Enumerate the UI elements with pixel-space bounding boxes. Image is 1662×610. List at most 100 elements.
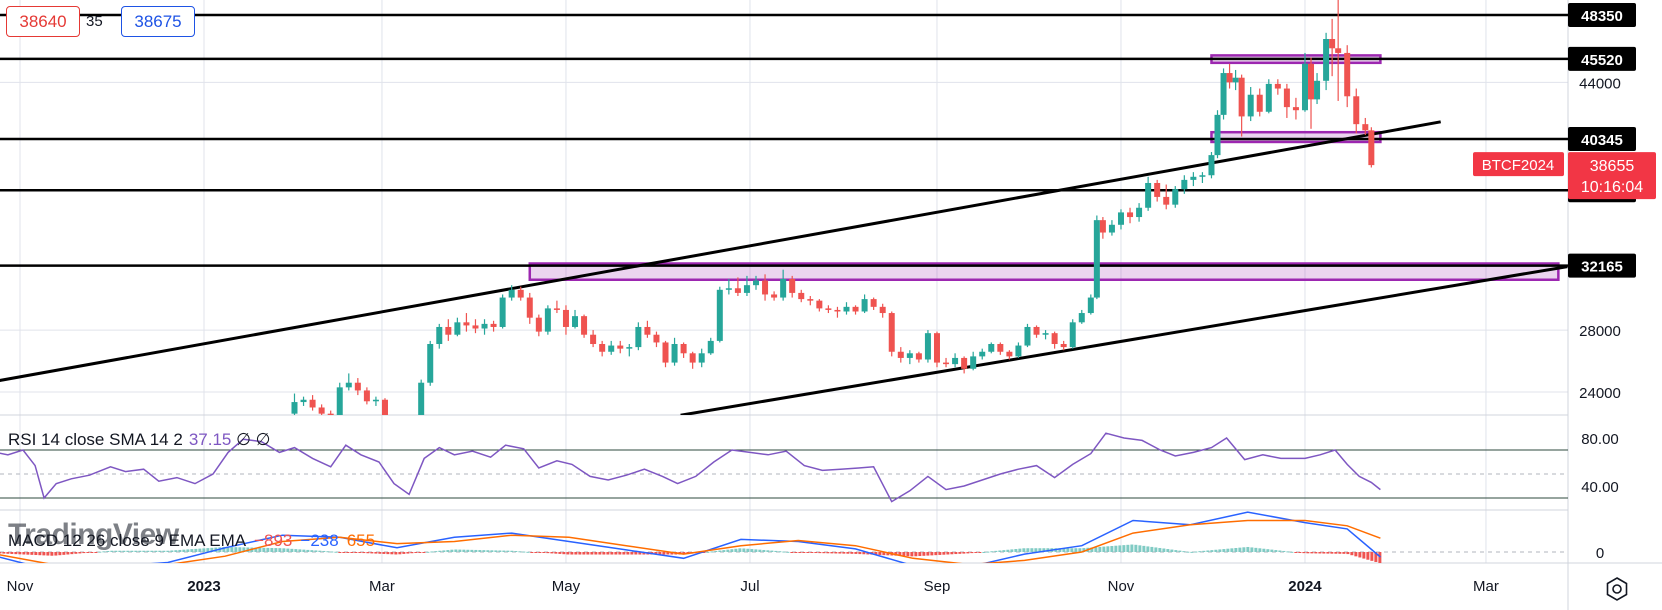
macd-histogram-bar	[134, 550, 138, 552]
macd-histogram-bar	[442, 550, 446, 552]
candle-body	[1292, 107, 1299, 111]
macd-histogram-bar	[1198, 551, 1202, 553]
macd-legend[interactable]: MACD 12 26 close 9 EMA EMA −893 −238 655	[8, 531, 375, 551]
macd-histogram-bar	[142, 550, 146, 552]
macd-histogram-bar	[914, 552, 918, 557]
ask-price-box[interactable]: 38675	[121, 6, 195, 37]
candle-body	[463, 322, 470, 326]
candle-body	[617, 345, 624, 349]
macd-histogram-bar	[94, 552, 98, 553]
candle-body	[608, 345, 615, 352]
candle-body	[924, 333, 931, 360]
macd-histogram-bar	[586, 552, 590, 555]
candle-body	[861, 299, 868, 312]
macd-histogram-bar	[826, 552, 830, 554]
rsi-pane[interactable]	[0, 432, 1568, 503]
macd-histogram-bar	[1298, 552, 1302, 553]
macd-histogram-bar	[882, 552, 886, 556]
macd-histogram-bar	[242, 547, 246, 552]
macd-histogram-bar	[738, 548, 742, 552]
macd-histogram-bar	[1270, 549, 1274, 552]
macd-histogram-bar	[1182, 551, 1186, 553]
macd-histogram-bar	[1302, 552, 1306, 554]
macd-histogram-bar	[610, 552, 614, 555]
price-tick-label: 24000	[1579, 385, 1621, 402]
candle-body	[961, 357, 968, 369]
macd-histogram-bar	[718, 550, 722, 552]
macd-histogram-bar	[1350, 552, 1354, 556]
candle-body	[1353, 96, 1360, 125]
candle-body	[879, 306, 886, 314]
macd-histogram-bar	[1070, 548, 1074, 552]
macd-histogram-bar	[1214, 549, 1218, 552]
macd-histogram-bar	[554, 552, 558, 554]
macd-histogram-bar	[1234, 547, 1238, 552]
macd-histogram-bar	[1334, 552, 1338, 554]
macd-histogram-bar	[1074, 548, 1078, 552]
macd-histogram-bar	[66, 552, 70, 555]
candle-body	[1033, 326, 1040, 335]
macd-histogram-bar	[410, 552, 414, 554]
macd-histogram-bar	[194, 548, 198, 552]
macd-histogram-bar	[902, 552, 906, 557]
candle-body	[1060, 344, 1067, 348]
macd-histogram-bar	[122, 550, 126, 552]
macd-histogram-bar	[822, 552, 826, 554]
macd-histogram-bar	[498, 550, 502, 552]
macd-histogram-bar	[666, 552, 670, 555]
tradingview-watermark: TradingView	[8, 518, 179, 551]
candle-body	[1226, 73, 1233, 83]
bid-price-box[interactable]: 38640	[6, 6, 80, 37]
macd-histogram-bar	[818, 552, 822, 554]
level-price-tag	[1568, 3, 1636, 27]
candle-body	[1238, 77, 1245, 117]
macd-histogram-bar	[958, 552, 962, 554]
price-pane[interactable]	[0, 0, 1568, 459]
macd-histogram-bar	[566, 552, 570, 555]
macd-histogram-bar	[402, 552, 406, 554]
candle-body	[327, 413, 334, 415]
macd-histogram-bar	[58, 552, 62, 556]
candle-body	[952, 357, 959, 365]
time-tick-label: May	[552, 578, 581, 595]
macd-histogram-bar	[758, 549, 762, 552]
macd-histogram-bar	[1090, 547, 1094, 552]
macd-histogram-bar	[150, 550, 154, 552]
candle-body	[1199, 175, 1206, 177]
candle-body	[834, 309, 841, 312]
candle-body	[1265, 83, 1272, 112]
time-tick-label: Nov	[7, 578, 34, 595]
candle-body	[291, 402, 298, 414]
macd-histogram-bar	[46, 552, 50, 556]
rsi-legend[interactable]: RSI 14 close SMA 14 2 37.15 ∅ ∅	[8, 430, 270, 450]
macd-histogram-bar	[918, 552, 922, 557]
candle-body	[544, 308, 551, 332]
macd-histogram-bar	[234, 547, 238, 552]
macd-pane[interactable]	[0, 511, 1568, 571]
candle-body	[626, 347, 633, 349]
candle-body	[933, 333, 940, 363]
candle-body	[1127, 212, 1134, 218]
macd-histogram-bar	[778, 551, 782, 553]
macd-histogram-bar	[406, 552, 410, 554]
macd-histogram-bar	[910, 552, 914, 557]
level-price-tag	[1568, 126, 1636, 151]
macd-histogram-bar	[294, 549, 298, 552]
macd-histogram-bar	[542, 552, 546, 553]
candle-body	[807, 299, 814, 301]
macd-histogram-bar	[1366, 552, 1370, 560]
macd-histogram-bar	[1358, 552, 1362, 558]
macd-histogram-bar	[1330, 552, 1334, 554]
macd-histogram-bar	[770, 550, 774, 552]
macd-histogram-bar	[1150, 546, 1154, 552]
macd-histogram-bar	[534, 552, 538, 553]
candle-body	[789, 278, 796, 293]
macd-histogram-bar	[970, 552, 974, 554]
candle-body	[427, 344, 434, 383]
macd-histogram-bar	[170, 550, 174, 552]
candle-body	[870, 299, 877, 307]
time-tick-label: 2024	[1288, 578, 1322, 595]
candle-body	[662, 342, 669, 363]
gear-icon[interactable]	[1604, 576, 1630, 602]
